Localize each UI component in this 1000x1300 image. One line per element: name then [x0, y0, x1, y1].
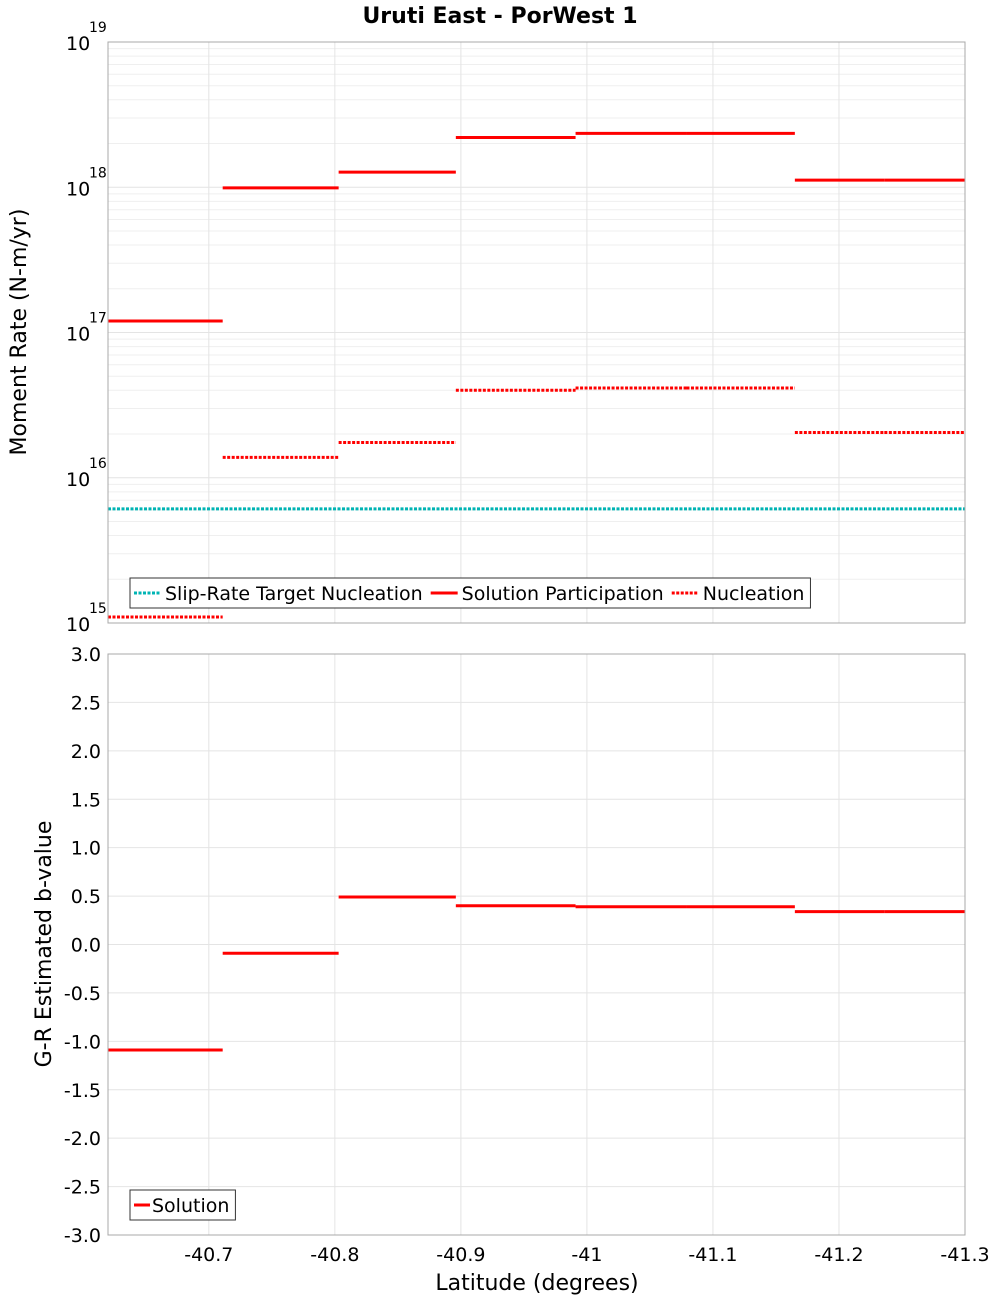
legend-label-nucleation: Nucleation [703, 583, 805, 605]
moment-rate-plot-frame [107, 41, 966, 624]
moment-rate-y-tick-exponent: 15 [89, 601, 107, 617]
b-value-y-tick-label: 2.5 [71, 692, 101, 714]
b-value-y-tick-label: 1.0 [71, 838, 101, 860]
series-solution-participation [108, 131, 965, 323]
b-value-y-tick-label: -1.0 [64, 1031, 101, 1053]
moment-rate-y-tick-exponent: 18 [89, 165, 107, 181]
latitude-x-tick-label: -40.8 [310, 1244, 359, 1266]
b-value-plot-frame [107, 653, 966, 1236]
b-value-panel: -3.0 -2.5 -2.0 -1.5 -1.0 -0.5 0.0 0.5 1.0 1.5 2.0 2… [64, 644, 990, 1266]
moment-rate-y-tick-base: 10 [66, 614, 90, 636]
moment-rate-y-tick-base: 10 [66, 469, 90, 491]
legend-label-solution-participation: Solution Participation [462, 583, 664, 605]
moment-rate-grid [108, 41, 966, 624]
b-value-y-tick-label: 2.0 [71, 741, 101, 763]
b-value-legend: Solution [129, 1189, 236, 1221]
b-value-y-tick-label: -3.0 [64, 1225, 101, 1247]
moment-rate-y-tick-exponent: 17 [89, 311, 107, 327]
series-solution [108, 895, 965, 1052]
latitude-x-tick-label: -41.1 [688, 1244, 737, 1266]
moment-rate-y-tick-exponent: 16 [89, 456, 107, 472]
b-value-y-tick-label: 1.5 [71, 789, 101, 811]
b-value-y-ticks: -3.0 -2.5 -2.0 -1.5 -1.0 -0.5 0.0 0.5 1.0 1.5 2.0 2… [64, 644, 101, 1247]
series-nucleation [108, 386, 965, 619]
b-value-y-tick-label: 3.0 [71, 644, 101, 666]
b-value-y-tick-label: -1.5 [64, 1080, 101, 1102]
chart-title: Uruti East - PorWest 1 [362, 4, 637, 29]
moment-rate-y-tick-base: 10 [66, 178, 90, 200]
legend-label-slip-rate-target-nucleation: Slip-Rate Target Nucleation [165, 583, 423, 605]
moment-rate-series [108, 131, 965, 619]
latitude-x-tick-label: -41 [571, 1244, 602, 1266]
latitude-x-tick-label: -40.9 [436, 1244, 485, 1266]
b-value-y-tick-label: 0.5 [71, 886, 101, 908]
moment-rate-y-axis-label: Moment Rate (N-m/yr) [7, 209, 32, 456]
b-value-y-tick-label: -0.5 [64, 983, 101, 1005]
b-value-y-tick-label: 0.0 [71, 935, 101, 957]
moment-rate-legend: Slip-Rate Target Nucleation Solution Part… [129, 577, 811, 609]
moment-rate-y-tick-base: 10 [66, 33, 90, 55]
latitude-x-tick-label: -41.2 [814, 1244, 863, 1266]
latitude-x-tick-label: -40.7 [184, 1244, 233, 1266]
x-axis-label: Latitude (degrees) [435, 1271, 638, 1296]
b-value-series [108, 895, 965, 1052]
moment-rate-y-tick-base: 10 [66, 324, 90, 346]
b-value-y-tick-label: -2.5 [64, 1177, 101, 1199]
latitude-x-tick-label: -41.3 [940, 1244, 989, 1266]
latitude-x-ticks: -40.7 -40.8 -40.9 -41 -41.1 -41.2 -41.3 [184, 1244, 989, 1266]
b-value-y-axis-label: G-R Estimated b-value [32, 821, 57, 1068]
moment-rate-y-tick-exponent: 19 [89, 20, 107, 36]
legend-label-solution: Solution [152, 1195, 229, 1217]
b-value-y-tick-label: -2.0 [64, 1128, 101, 1150]
